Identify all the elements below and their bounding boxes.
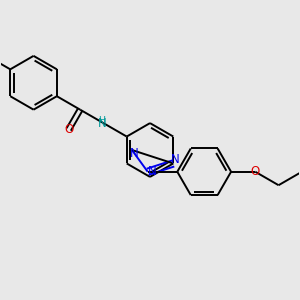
Text: N: N xyxy=(98,117,106,130)
Text: H: H xyxy=(98,116,106,125)
Text: O: O xyxy=(64,123,73,136)
Text: N: N xyxy=(171,153,180,167)
Text: N: N xyxy=(130,147,138,160)
Text: N: N xyxy=(148,165,156,178)
Text: O: O xyxy=(251,165,260,178)
